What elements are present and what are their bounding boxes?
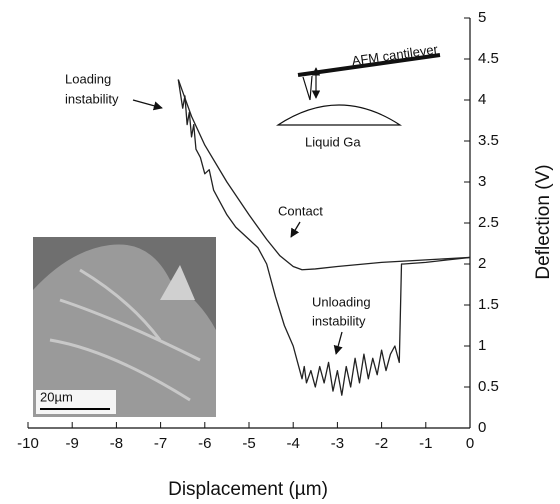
y-tick-label: 4 xyxy=(478,91,486,108)
arrow xyxy=(333,331,343,355)
arrow xyxy=(290,221,301,238)
y-tick-label: 2.5 xyxy=(478,214,499,231)
arrow xyxy=(132,99,163,111)
x-tick-label: -8 xyxy=(110,435,123,452)
x-axis-label: Displacement (µm) xyxy=(168,479,328,500)
y-tick-label: 2 xyxy=(478,255,486,272)
x-tick-label: -4 xyxy=(287,435,300,452)
annotation: Loading xyxy=(65,71,111,86)
y-tick-label: 1.5 xyxy=(478,296,499,313)
x-tick-label: -3 xyxy=(331,435,344,452)
y-tick-label: 1 xyxy=(478,337,486,354)
y-tick-label: 0 xyxy=(478,419,486,436)
schematic xyxy=(275,53,441,126)
y-tick-label: 3 xyxy=(478,173,486,190)
y-tick-label: 0.5 xyxy=(478,378,499,395)
scale-bar-label: 20µm xyxy=(40,389,73,404)
x-tick-label: -6 xyxy=(198,435,211,452)
x-tick-label: -9 xyxy=(66,435,79,452)
x-tick-label: 0 xyxy=(466,435,474,452)
y-tick-label: 5 xyxy=(478,9,486,26)
x-tick-label: -1 xyxy=(419,435,432,452)
y-axis-label: Deflection (V) xyxy=(533,164,554,279)
x-tick-label: -5 xyxy=(242,435,255,452)
annotation: instability xyxy=(65,91,119,106)
y-tick-label: 3.5 xyxy=(478,132,499,149)
cantilever-label: AFM cantilever xyxy=(351,41,440,68)
gallium-label: Liquid Ga xyxy=(305,134,361,149)
x-tick-label: -7 xyxy=(154,435,167,452)
annotation: Unloading xyxy=(312,294,371,309)
data-line xyxy=(177,79,471,396)
y-tick-label: 4.5 xyxy=(478,50,499,67)
x-tick-label: -10 xyxy=(17,435,39,452)
annotation: instability xyxy=(312,313,366,328)
x-tick-label: -2 xyxy=(375,435,388,452)
inset-image: 20µm xyxy=(33,237,216,417)
annotation: Contact xyxy=(278,203,323,218)
data-line xyxy=(177,79,471,271)
